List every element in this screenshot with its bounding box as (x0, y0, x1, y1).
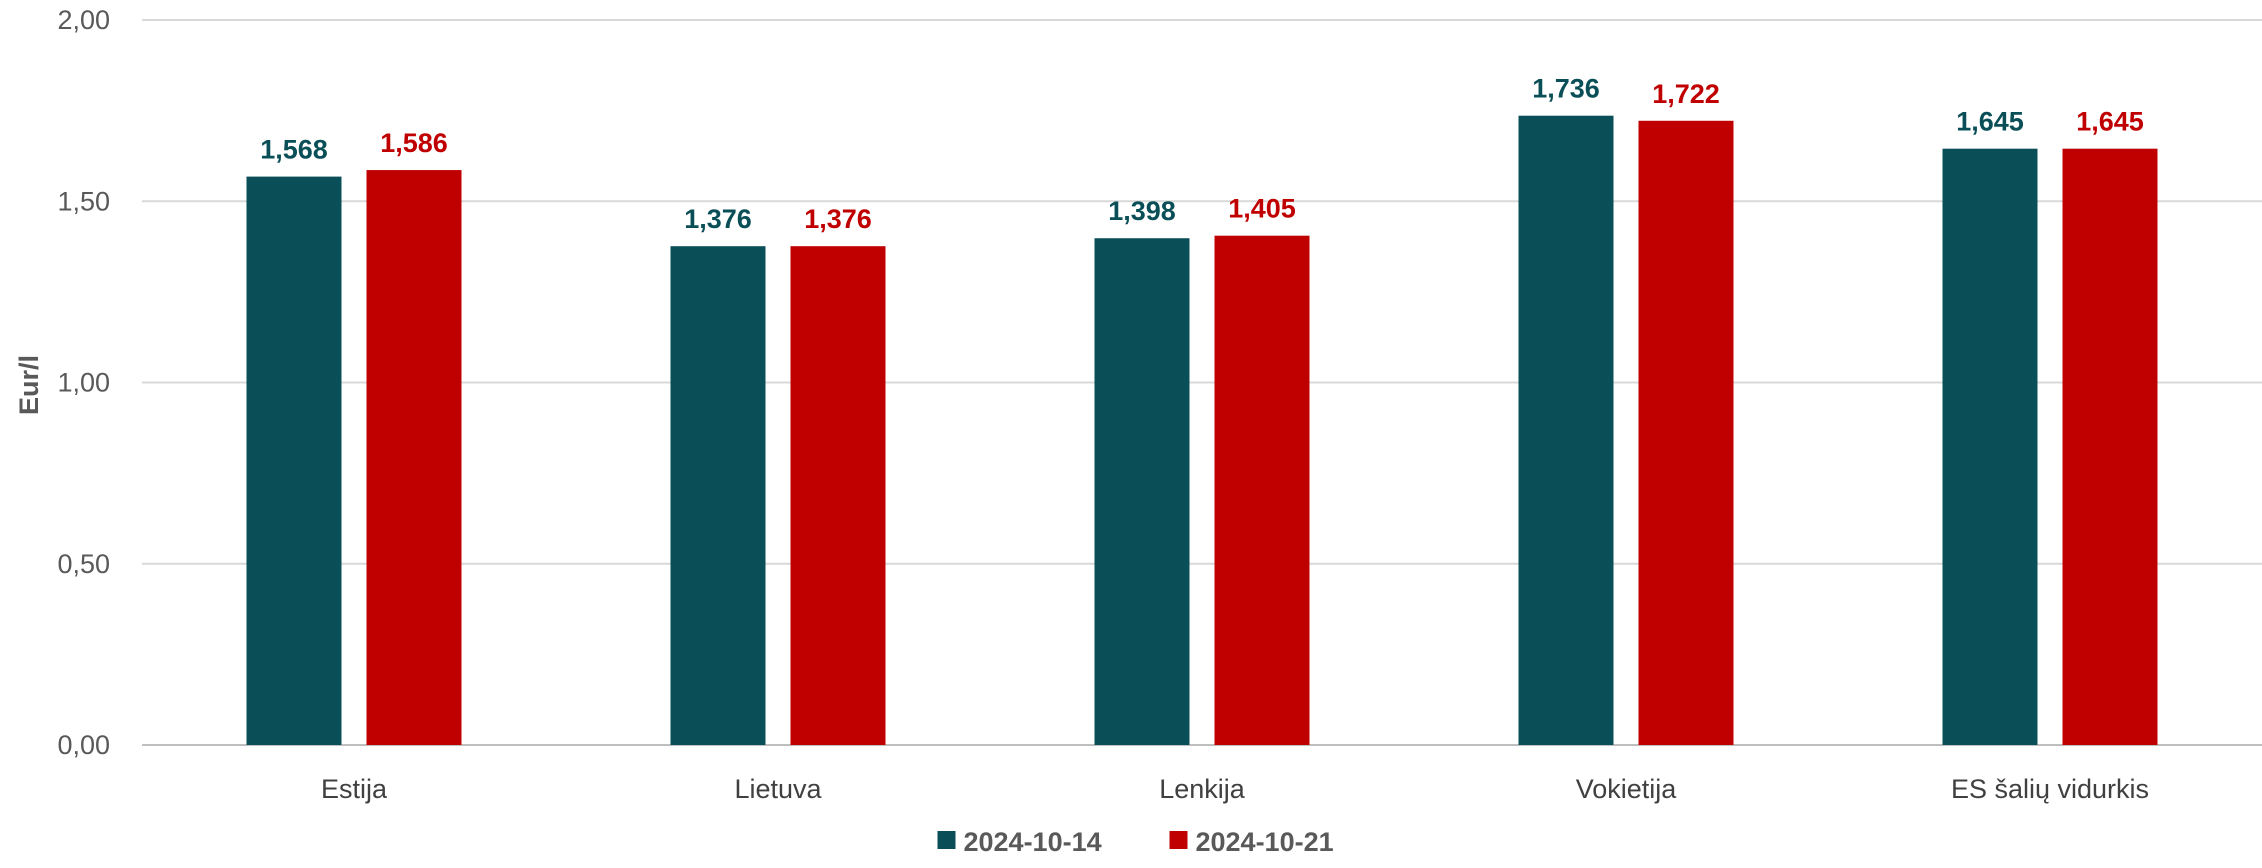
bar (1214, 235, 1310, 745)
bar (246, 176, 342, 746)
y-tick-label: 1,50 (57, 186, 110, 216)
bar (790, 246, 886, 745)
legend-swatch (937, 831, 956, 849)
legend: 2024-10-14 2024-10-21 (937, 827, 1334, 857)
y-tick-label: 0,00 (57, 730, 110, 760)
bars (246, 115, 2158, 746)
y-tick-label: 1,00 (57, 368, 110, 398)
x-category-label: Vokietija (1576, 774, 1678, 804)
y-tick-label: 2,00 (57, 5, 110, 35)
x-category-label: ES šalių vidurkis (1951, 774, 2149, 804)
y-axis-ticks: 0,00 0,50 1,00 1,50 2,00 (57, 5, 110, 760)
y-tick-label: 0,50 (57, 549, 110, 579)
legend-swatch (1169, 831, 1188, 849)
bar (2062, 148, 2158, 745)
x-category-label: Lietuva (734, 774, 822, 804)
x-axis-categories: Estija Lietuva Lenkija Vokietija ES šalių vi… (321, 774, 2149, 804)
data-label: 1,398 (1108, 196, 1176, 226)
data-label: 1,376 (804, 204, 872, 234)
x-category-label: Lenkija (1159, 774, 1246, 804)
legend-label: 2024-10-14 (964, 827, 1102, 857)
bar (1942, 148, 2038, 745)
bar (1518, 115, 1614, 745)
data-label: 1,736 (1532, 74, 1600, 104)
bar (366, 170, 462, 745)
y-axis-title: Eur/l (14, 355, 44, 415)
data-label: 1,405 (1228, 194, 1296, 224)
gridlines (142, 19, 2262, 746)
data-labels: 1,568 1,586 1,376 1,376 1,398 1,405 1,736 1,722… (260, 74, 2144, 235)
bar (1094, 238, 1190, 745)
data-label: 1,376 (684, 204, 752, 234)
data-label: 1,722 (1652, 79, 1720, 109)
x-category-label: Estija (321, 774, 388, 804)
data-label: 1,645 (2076, 107, 2144, 137)
data-label: 1,645 (1956, 107, 2024, 137)
data-label: 1,586 (380, 128, 448, 158)
data-label: 1,568 (260, 135, 328, 165)
legend-label: 2024-10-21 (1196, 827, 1334, 857)
bar (1638, 120, 1734, 745)
bar (670, 246, 766, 745)
